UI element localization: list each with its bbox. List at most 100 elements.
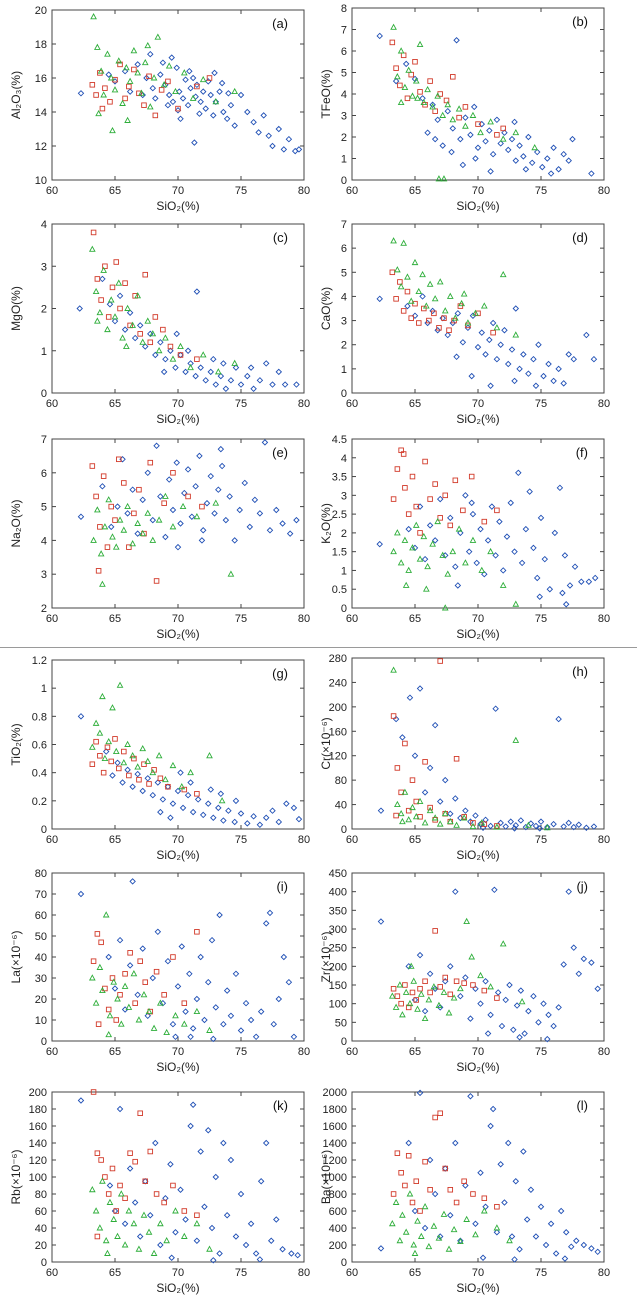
data-point-red bbox=[409, 989, 416, 996]
y-tick-label: 1 bbox=[41, 683, 47, 695]
data-point-blue bbox=[210, 1257, 217, 1264]
data-point-green bbox=[102, 911, 110, 918]
data-point-green bbox=[144, 757, 152, 764]
data-point-blue bbox=[157, 1241, 164, 1249]
data-point-green bbox=[412, 813, 420, 820]
data-point-blue bbox=[174, 107, 182, 114]
data-point-red bbox=[393, 65, 399, 71]
data-point-blue bbox=[507, 818, 514, 825]
data-point-red bbox=[394, 765, 401, 771]
x-tick-label: 60 bbox=[346, 398, 358, 410]
y-axis-label: K₂O(%) bbox=[319, 503, 333, 544]
data-point-red bbox=[405, 807, 412, 814]
panel-tag: (f) bbox=[576, 445, 588, 460]
data-point-red bbox=[90, 958, 97, 964]
data-point-blue bbox=[164, 101, 172, 109]
data-point-red bbox=[417, 985, 423, 992]
data-point-blue bbox=[199, 811, 207, 819]
data-point-green bbox=[430, 983, 438, 990]
data-point-green bbox=[396, 1237, 404, 1244]
data-point-red bbox=[409, 473, 416, 480]
data-point-blue bbox=[119, 779, 126, 786]
x-tick-label: 65 bbox=[109, 834, 121, 846]
data-point-red bbox=[402, 1182, 408, 1189]
data-point-green bbox=[96, 963, 104, 970]
data-point-blue bbox=[247, 1220, 255, 1227]
data-point-green bbox=[116, 681, 124, 688]
data-point-red bbox=[405, 1152, 412, 1159]
data-point-green bbox=[116, 516, 124, 523]
data-point-blue bbox=[512, 1178, 520, 1185]
data-point-red bbox=[100, 769, 107, 776]
y-tick-label: 4 bbox=[341, 291, 347, 303]
data-point-red bbox=[117, 1182, 123, 1189]
data-point-green bbox=[193, 512, 201, 520]
data-point-green bbox=[407, 297, 415, 304]
data-point-blue bbox=[565, 819, 572, 827]
data-point-red bbox=[393, 812, 399, 819]
data-point-red bbox=[475, 121, 481, 127]
data-point-blue bbox=[447, 963, 454, 970]
data-point-red bbox=[116, 765, 122, 772]
x-tick-label: 80 bbox=[598, 1267, 610, 1279]
data-point-blue bbox=[210, 112, 217, 119]
panel-j: 60 65 70 75 80 0 50 100 150 200 250 300 350 400 450 SiO… bbox=[319, 868, 610, 1074]
data-point-blue bbox=[105, 953, 112, 961]
data-point-red bbox=[447, 522, 454, 529]
data-point-green bbox=[416, 797, 424, 804]
data-point-blue bbox=[242, 1241, 250, 1249]
panel-tag: (k) bbox=[273, 1098, 288, 1113]
data-point-blue bbox=[505, 360, 512, 368]
data-point-green bbox=[406, 999, 414, 1007]
data-point-green bbox=[543, 824, 551, 831]
data-point-green bbox=[436, 820, 444, 827]
data-point-red bbox=[404, 95, 411, 102]
data-point-blue bbox=[105, 71, 112, 78]
data-point-green bbox=[88, 974, 96, 981]
x-tick-label: 60 bbox=[346, 613, 358, 625]
data-point-green bbox=[92, 287, 100, 295]
x-tick-label: 70 bbox=[172, 613, 184, 625]
data-point-blue bbox=[467, 1093, 474, 1100]
y-tick-label: 3 bbox=[341, 111, 347, 123]
y-tick-label: 0 bbox=[341, 824, 347, 836]
data-point-blue bbox=[473, 559, 480, 567]
data-point-green bbox=[90, 13, 97, 20]
y-axis-label: Cr(×10⁻⁶) bbox=[319, 717, 333, 769]
data-point-blue bbox=[295, 815, 303, 823]
data-point-blue bbox=[550, 820, 557, 828]
data-point-blue bbox=[126, 88, 134, 95]
data-point-red bbox=[456, 114, 462, 121]
data-point-blue bbox=[482, 978, 489, 985]
y-tick-label: 0.4 bbox=[32, 768, 47, 780]
data-point-blue bbox=[431, 985, 439, 992]
data-point-blue bbox=[215, 804, 222, 812]
data-point-blue bbox=[225, 807, 232, 814]
data-point-red bbox=[390, 1191, 397, 1197]
panel-c: 60 65 70 75 80 0 1 2 3 4 SiO₂(%) MgO(%) (c) bbox=[9, 219, 310, 426]
data-point-blue bbox=[402, 60, 410, 68]
data-point-red bbox=[394, 466, 401, 472]
data-point-green bbox=[180, 69, 188, 76]
data-point-green bbox=[493, 324, 501, 331]
data-point-blue bbox=[512, 305, 520, 312]
data-point-blue bbox=[506, 981, 513, 989]
plot-frame bbox=[351, 223, 605, 394]
data-point-red bbox=[152, 112, 159, 119]
data-point-blue bbox=[588, 959, 595, 966]
y-tick-label: 50 bbox=[335, 1017, 347, 1029]
data-point-blue bbox=[547, 1220, 555, 1227]
data-point-blue bbox=[220, 817, 227, 824]
data-point-blue bbox=[167, 814, 174, 821]
data-point-green bbox=[100, 266, 108, 273]
data-point-blue bbox=[530, 544, 537, 552]
data-point-red bbox=[97, 753, 103, 759]
data-point-green bbox=[129, 752, 136, 759]
data-point-blue bbox=[250, 118, 257, 126]
data-point-blue bbox=[376, 295, 383, 303]
y-axis-label: MgO(%) bbox=[9, 286, 23, 331]
data-point-red bbox=[494, 995, 500, 1001]
data-point-green bbox=[105, 1030, 113, 1038]
y-tick-label: 3.5 bbox=[332, 472, 347, 484]
data-point-blue bbox=[533, 574, 541, 582]
